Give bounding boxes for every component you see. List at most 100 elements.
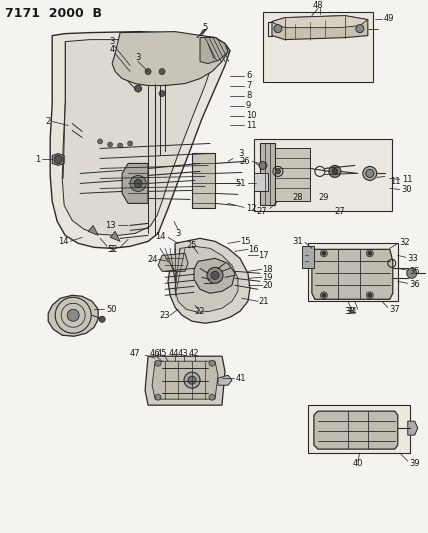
Text: 33: 33 (408, 254, 419, 263)
Text: 50: 50 (106, 305, 117, 314)
Polygon shape (192, 154, 215, 208)
Circle shape (159, 69, 165, 75)
Circle shape (259, 161, 267, 169)
Circle shape (366, 292, 373, 299)
Polygon shape (200, 38, 228, 63)
Text: 16: 16 (248, 245, 259, 254)
Polygon shape (272, 15, 368, 28)
Polygon shape (50, 31, 230, 248)
Text: 14: 14 (155, 232, 166, 241)
Polygon shape (152, 361, 218, 399)
Circle shape (321, 292, 327, 299)
Text: 40: 40 (353, 458, 363, 467)
Text: 26: 26 (239, 157, 250, 166)
Text: 18: 18 (262, 265, 273, 274)
Circle shape (407, 268, 417, 278)
Polygon shape (218, 375, 232, 385)
Circle shape (134, 180, 142, 188)
Text: 9: 9 (246, 101, 251, 110)
Polygon shape (272, 15, 368, 39)
Polygon shape (194, 259, 235, 293)
Text: 21: 21 (258, 297, 268, 306)
Circle shape (356, 25, 364, 33)
Text: 27: 27 (335, 207, 345, 216)
Text: 2: 2 (45, 117, 50, 126)
Polygon shape (260, 143, 275, 205)
Text: 14: 14 (58, 237, 68, 246)
Text: 20: 20 (262, 281, 273, 290)
Bar (308, 244, 398, 301)
Circle shape (134, 85, 142, 92)
Text: 7171  2000  B: 7171 2000 B (5, 7, 102, 20)
Polygon shape (112, 31, 228, 85)
Text: 3: 3 (108, 245, 113, 254)
Text: 3: 3 (110, 37, 115, 46)
Bar (302, 246, 314, 268)
Circle shape (188, 376, 196, 384)
Polygon shape (88, 225, 98, 236)
Circle shape (99, 316, 105, 322)
Text: 24: 24 (148, 255, 158, 264)
Text: 11: 11 (390, 177, 400, 186)
Bar (308, 405, 410, 453)
Circle shape (322, 294, 326, 297)
Bar (263, 12, 373, 82)
Text: 3: 3 (135, 53, 141, 62)
Polygon shape (175, 246, 238, 312)
Text: 46: 46 (150, 349, 160, 358)
Text: 7: 7 (246, 81, 251, 90)
Circle shape (368, 294, 372, 297)
Circle shape (363, 166, 377, 181)
Text: 52: 52 (107, 245, 118, 254)
Circle shape (332, 168, 338, 174)
Text: 42: 42 (189, 349, 199, 358)
Text: 43: 43 (178, 349, 188, 358)
Text: 47: 47 (129, 349, 140, 358)
Text: 49: 49 (384, 14, 394, 23)
Text: 4: 4 (110, 45, 115, 54)
Text: 19: 19 (262, 273, 273, 282)
Polygon shape (145, 356, 225, 405)
Text: 1: 1 (35, 155, 40, 164)
Polygon shape (158, 253, 188, 271)
Text: 13: 13 (105, 221, 116, 230)
Text: 11: 11 (246, 121, 256, 130)
Circle shape (107, 142, 113, 147)
Text: 22: 22 (195, 307, 205, 316)
Circle shape (209, 394, 215, 400)
Polygon shape (62, 39, 214, 236)
Text: 37: 37 (390, 305, 401, 314)
Bar (254, 173, 268, 191)
Circle shape (118, 143, 122, 148)
Circle shape (207, 268, 223, 284)
Text: 3: 3 (238, 149, 244, 158)
Text: 23: 23 (159, 311, 170, 320)
Circle shape (128, 141, 133, 146)
Text: 25: 25 (187, 241, 197, 250)
Text: 34: 34 (347, 307, 357, 316)
Text: 41: 41 (236, 374, 247, 383)
Text: 31: 31 (292, 237, 303, 246)
Text: 48: 48 (312, 1, 323, 10)
Text: 8: 8 (246, 91, 251, 100)
Text: 45: 45 (157, 349, 167, 358)
Polygon shape (275, 149, 310, 201)
Text: 3: 3 (175, 229, 181, 238)
Circle shape (211, 271, 219, 279)
Bar (254, 140, 392, 212)
Polygon shape (122, 164, 148, 204)
Polygon shape (314, 411, 398, 449)
Text: 32: 32 (400, 238, 410, 247)
Circle shape (276, 169, 280, 174)
Text: 12: 12 (246, 204, 256, 213)
Text: 51: 51 (235, 179, 246, 188)
Text: 27: 27 (257, 207, 267, 216)
Text: 38: 38 (344, 307, 355, 316)
Circle shape (368, 252, 372, 255)
Text: 6: 6 (246, 71, 251, 80)
Text: 28: 28 (293, 193, 303, 202)
Polygon shape (52, 154, 64, 165)
Circle shape (54, 156, 62, 164)
Text: 17: 17 (258, 251, 269, 260)
Polygon shape (110, 231, 120, 241)
